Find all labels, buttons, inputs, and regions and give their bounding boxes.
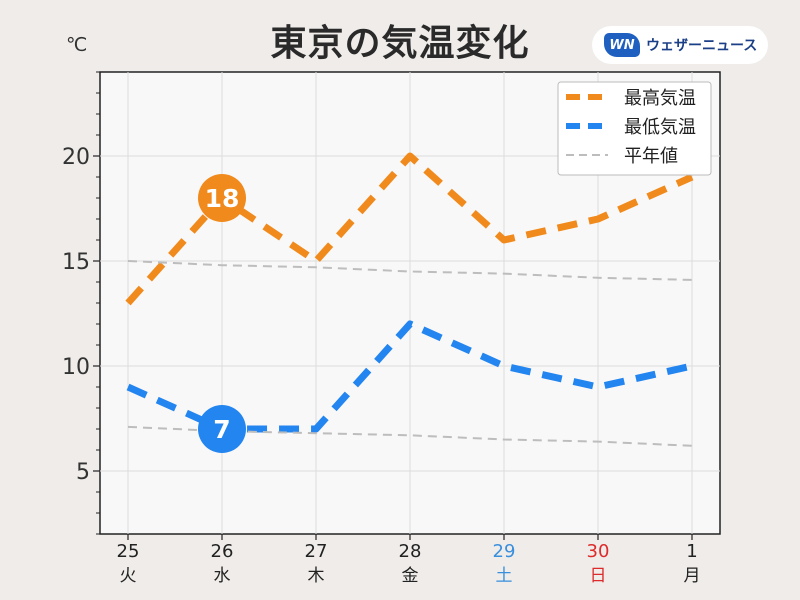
x-tick-date-label: 30 [587, 541, 610, 562]
x-tick-weekday-label: 金 [402, 566, 419, 586]
x-tick-weekday-label: 土 [496, 566, 513, 586]
y-tick-label: 20 [62, 145, 90, 170]
brand-name: ウェザーニュース [646, 38, 758, 54]
annotation-bubble [198, 405, 246, 453]
x-tick-date-label: 27 [305, 541, 328, 562]
series-line [127, 260, 693, 281]
x-tick-date-label: 26 [211, 541, 234, 562]
page-title: 東京の気温変化 [270, 23, 530, 64]
x-tick-date-label: 1 [686, 541, 697, 562]
legend-label: 最高気温 [624, 88, 696, 109]
weathernews-logo-icon: WN [604, 33, 640, 57]
x-tick-weekday-label: 木 [308, 566, 325, 586]
annotation-value-label: 18 [205, 184, 240, 213]
axes: 25 火 26 水 27 木 28 金 29 土 30 日 1 月 5 10 15 20 [62, 71, 701, 586]
legend-label: 最低気温 [624, 117, 696, 138]
annotations: 18 7 [198, 174, 246, 453]
y-tick-label: 15 [62, 250, 90, 275]
y-tick-label: 10 [62, 355, 90, 380]
legend-label: 平年値 [624, 146, 678, 167]
x-tick-weekday-label: 日 [590, 566, 607, 586]
annotation-value-label: 7 [213, 415, 230, 444]
y-axis-unit-label: ℃ [66, 34, 88, 56]
x-tick-date-label: 25 [117, 541, 140, 562]
brand-badge: WN ウェザーニュース [592, 26, 768, 64]
x-tick-date-label: 28 [399, 541, 422, 562]
x-tick-weekday-label: 水 [214, 566, 231, 586]
annotation-bubble [198, 174, 246, 222]
y-tick-label: 5 [76, 460, 90, 485]
legend-box [557, 81, 712, 176]
x-tick-weekday-label: 火 [120, 566, 137, 586]
x-tick-weekday-label: 月 [684, 566, 701, 586]
x-tick-date-label: 29 [493, 541, 516, 562]
